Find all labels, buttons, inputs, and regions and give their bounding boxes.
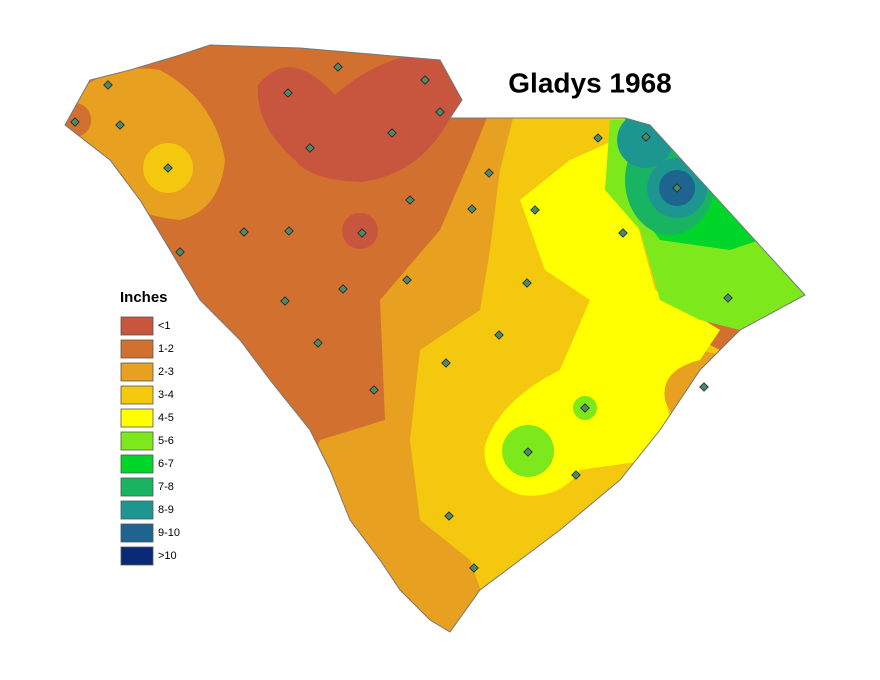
station xyxy=(405,195,415,205)
stations xyxy=(70,62,733,573)
map-title: Gladys 1968 xyxy=(508,67,671,98)
legend-label: 9-10 xyxy=(158,527,180,539)
station xyxy=(484,168,494,178)
station xyxy=(387,128,397,138)
station xyxy=(467,204,477,214)
legend-title: Inches xyxy=(120,289,168,306)
station xyxy=(571,470,581,480)
station xyxy=(593,133,603,143)
legend-label: 7-8 xyxy=(158,481,174,493)
station xyxy=(338,284,348,294)
legend-label: 2-3 xyxy=(158,366,174,378)
legend-swatch xyxy=(120,454,154,474)
station xyxy=(618,228,628,238)
station xyxy=(641,132,651,142)
legend-label: 5-6 xyxy=(158,435,174,447)
station xyxy=(280,296,290,306)
legend-label: <1 xyxy=(158,320,171,332)
legend-swatch xyxy=(120,408,154,428)
legend-swatch xyxy=(120,339,154,359)
state-outline xyxy=(64,44,806,633)
station xyxy=(313,338,323,348)
legend-swatch xyxy=(120,477,154,497)
station xyxy=(103,80,113,90)
station xyxy=(284,226,294,236)
station xyxy=(283,88,293,98)
station xyxy=(522,278,532,288)
legend-label: 8-9 xyxy=(158,504,174,516)
legend-label: 6-7 xyxy=(158,458,174,470)
rain-zone xyxy=(484,140,720,496)
legend-swatch xyxy=(120,385,154,405)
legend-swatch xyxy=(120,546,154,566)
station xyxy=(435,107,445,117)
station xyxy=(580,403,590,413)
station xyxy=(333,62,343,72)
station xyxy=(305,143,315,153)
station xyxy=(163,163,173,173)
legend: <1 1-2 2-3 3-4 4-5 5-6 6-7 7-8 8-9 9-10 >10 xyxy=(120,316,180,566)
legend-swatch xyxy=(120,316,154,336)
legend-label: 3-4 xyxy=(158,389,174,401)
station xyxy=(369,385,379,395)
station xyxy=(420,75,430,85)
station xyxy=(70,117,80,127)
station xyxy=(699,382,709,392)
legend-swatch xyxy=(120,500,154,520)
legend-label: 4-5 xyxy=(158,412,174,424)
station xyxy=(441,358,451,368)
station xyxy=(444,511,454,521)
station xyxy=(672,183,682,193)
station xyxy=(357,228,367,238)
legend-swatch xyxy=(120,431,154,451)
station xyxy=(469,563,479,573)
station xyxy=(402,275,412,285)
station xyxy=(723,293,733,303)
station xyxy=(494,330,504,340)
station xyxy=(175,247,185,257)
legend-swatch xyxy=(120,362,154,382)
legend-label: >10 xyxy=(158,550,177,562)
station xyxy=(530,205,540,215)
legend-swatch xyxy=(120,523,154,543)
legend-label: 1-2 xyxy=(158,343,174,355)
station xyxy=(523,447,533,457)
station xyxy=(239,227,249,237)
station xyxy=(115,120,125,130)
